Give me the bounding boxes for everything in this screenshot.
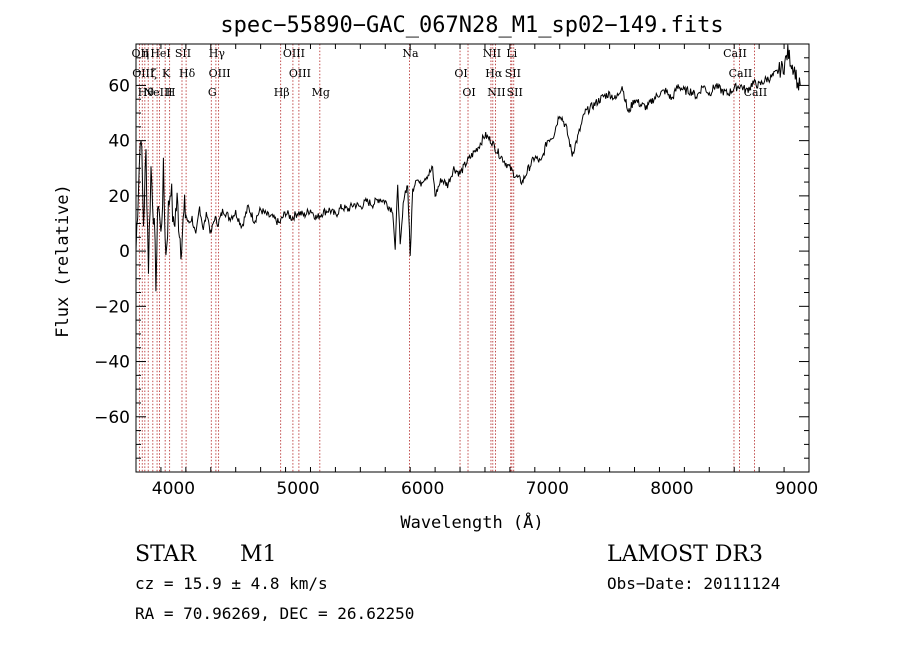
y-tick-label: 20: [108, 187, 130, 207]
line-label: Li: [506, 47, 517, 60]
object-subclass: M1: [240, 542, 277, 567]
x-tick-label: 8000: [650, 479, 693, 499]
line-label: OIII: [289, 67, 311, 80]
line-label: NII: [483, 47, 501, 60]
x-tick-label: 9000: [775, 479, 818, 499]
line-label: SII: [505, 67, 521, 80]
y-tick-label: 60: [108, 76, 130, 96]
line-label: SII: [507, 86, 523, 99]
coordinates: RA = 70.96269, DEC = 26.62250: [135, 604, 414, 623]
y-axis-label: Flux (relative): [53, 184, 73, 338]
chart-title: spec−55890−GAC_067N28_M1_sp02−149.fits: [220, 13, 723, 38]
line-label: Hθ: [138, 86, 155, 99]
y-tick-label: 40: [108, 132, 130, 152]
line-label: NII: [487, 86, 505, 99]
x-tick-label: 6000: [401, 479, 444, 499]
line-label: OIII: [209, 67, 231, 80]
line-label: CaII: [729, 67, 753, 80]
x-tick-label: 5000: [276, 479, 319, 499]
x-tick-label: 7000: [526, 479, 569, 499]
line-label: SII: [175, 47, 191, 60]
y-tick-label: −20: [94, 297, 130, 317]
line-label: NeIII: [143, 86, 172, 99]
line-label: OI: [454, 67, 467, 80]
x-tick-label: 4000: [152, 479, 195, 499]
line-label: HeI: [150, 47, 170, 60]
line-label: Hα: [485, 67, 503, 80]
redshift-cz: cz = 15.9 ± 4.8 km/s: [135, 574, 328, 593]
line-label: Hβ: [274, 86, 290, 99]
line-label: Na: [402, 47, 419, 60]
spectral-line-labels: OIIOIIIHθηζNeIIIHeIKHSIIHδGHγOIIIHβOIIIO…: [132, 47, 768, 99]
line-label: η: [143, 47, 150, 60]
y-tick-label: −60: [94, 408, 130, 428]
y-tick-label: −40: [94, 353, 130, 373]
x-axis-ticks: 4000 5000 6000 7000 8000 9000: [152, 44, 818, 499]
y-tick-label: 0: [119, 242, 130, 262]
line-label: Hγ: [209, 47, 226, 60]
spectrum-line: [135, 44, 801, 292]
plot-frame: [135, 43, 810, 473]
line-label: H: [166, 86, 176, 99]
line-label: K: [162, 67, 171, 80]
line-label: OIII: [283, 47, 305, 60]
line-label: G: [208, 86, 217, 99]
spectral-line-markers: [138, 44, 755, 472]
y-axis-ticks: 60 40 20 0 −20 −40 −60: [94, 57, 809, 473]
survey-name: LAMOST DR3: [607, 542, 763, 567]
line-label: OI: [462, 86, 475, 99]
line-label: Hδ: [179, 67, 196, 80]
line-label: CaII: [723, 47, 747, 60]
spectrum-series: [135, 44, 801, 292]
line-label: Mg: [312, 86, 330, 99]
object-type: STAR: [135, 542, 197, 567]
line-label: ζ: [151, 67, 157, 80]
line-label: OIII: [132, 67, 154, 80]
x-axis-label: Wavelength (Å): [400, 511, 543, 533]
obs-date: Obs−Date: 20111124: [607, 574, 780, 593]
